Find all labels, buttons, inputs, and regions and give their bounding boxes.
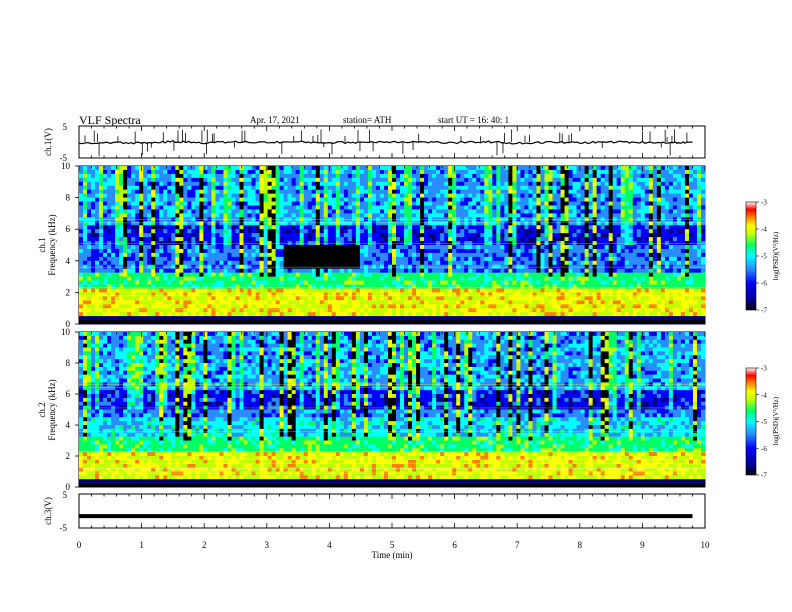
y-tick-label: 10 — [61, 161, 71, 171]
ch2-colorbar-label: log(PSD)(V²/Hz) — [772, 396, 780, 445]
colorbar-tick-label: -3 — [761, 365, 767, 373]
x-tick-label: 2 — [202, 540, 207, 550]
ch1-y-tick-bottom: -5 — [60, 153, 68, 163]
y-tick-label: 2 — [66, 451, 71, 461]
x-tick-label: 0 — [77, 540, 82, 550]
y-tick-label: 6 — [66, 224, 71, 234]
ch2-spectrogram-ylabel-line1: ch.2 — [37, 402, 47, 417]
figure-title: VLF Spectra — [79, 113, 141, 127]
x-tick-label: 6 — [452, 540, 457, 550]
x-tick-label: 4 — [327, 540, 332, 550]
ch1-waveform-line — [78, 140, 693, 145]
ch3-waveform-frame — [78, 493, 706, 529]
ch1-ylabel: ch.1(V) — [43, 128, 53, 156]
x-tick-label: 5 — [390, 540, 395, 550]
ch1-colorbar-label: log(PSD)(V²/Hz) — [772, 231, 780, 280]
y-tick-label: 4 — [66, 420, 71, 430]
y-tick-label: 8 — [66, 193, 71, 203]
ch1-spectrogram-image — [79, 166, 706, 325]
x-tick-label: 3 — [265, 540, 270, 550]
y-tick-label: 4 — [66, 256, 71, 266]
colorbar-tick-label: -5 — [761, 418, 767, 426]
start-time-label: start UT = 16: 40: 1 — [438, 115, 509, 125]
ch2-spectrogram-image — [79, 332, 706, 488]
y-tick-label: 6 — [66, 389, 71, 399]
station-label: station= ATH — [343, 115, 392, 125]
colorbar-tick-label: -6 — [761, 445, 767, 453]
ch3-y-tick-bottom: -5 — [60, 523, 68, 533]
x-tick-label: 1 — [139, 540, 144, 550]
y-tick-label: 8 — [66, 358, 71, 368]
x-tick-label: 7 — [515, 540, 520, 550]
ch1-y-tick-top: 5 — [63, 122, 68, 132]
colorbar-tick-label: -7 — [761, 307, 767, 315]
x-axis-label: Time (min) — [372, 550, 413, 560]
ch1-spectrogram-ylabel-line1: ch.1 — [37, 237, 47, 252]
ch3-ylabel: ch.3(V) — [43, 497, 53, 525]
colorbar-tick-label: -5 — [761, 253, 767, 261]
colorbar-tick-label: -7 — [761, 472, 767, 480]
colorbar-tick-label: -4 — [761, 226, 767, 234]
ch2-colorbar: -3 -4 -5 -6 -7 — [745, 365, 767, 480]
x-tick-label: 10 — [701, 540, 711, 550]
x-tick-label: 8 — [578, 540, 583, 550]
colorbar-tick-label: -3 — [761, 199, 767, 207]
y-tick-label: 2 — [66, 287, 71, 297]
colorbar-tick-label: -6 — [761, 280, 767, 288]
colorbar-tick-label: -4 — [761, 391, 767, 399]
ch1-spectrogram-ylabel-line2: Frequency (kHz) — [47, 214, 57, 275]
ch2-spectrogram-ylabel-line2: Frequency (kHz) — [47, 379, 57, 440]
ch1-colorbar: -3 -4 -5 -6 -7 — [745, 199, 767, 315]
x-tick-label: 9 — [640, 540, 645, 550]
ch1-waveform-spikes — [84, 129, 688, 157]
date-label: Apr. 17, 2021 — [250, 115, 300, 125]
y-tick-label: 0 — [66, 319, 71, 329]
y-tick-label: 0 — [66, 482, 71, 492]
ch3-y-tick-top: 5 — [63, 490, 68, 500]
y-tick-label: 10 — [61, 327, 71, 337]
